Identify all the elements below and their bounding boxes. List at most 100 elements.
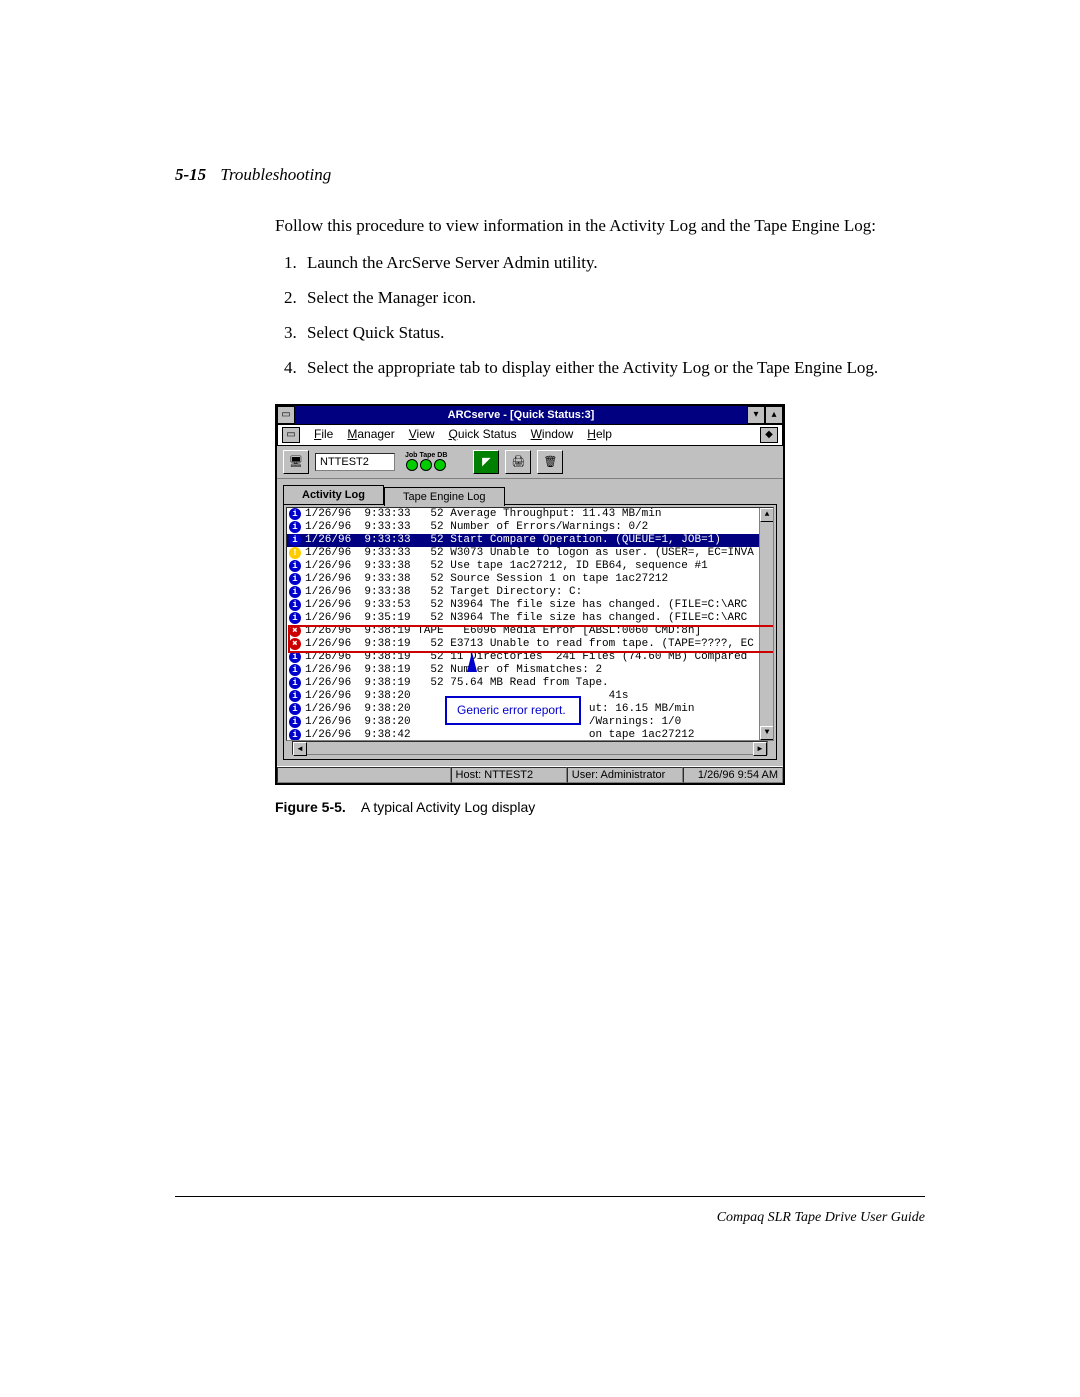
log-row[interactable]: ✖ 1/26/96 9:38:19 52 E3713 Unable to read… <box>287 638 773 651</box>
log-row[interactable]: i 1/26/96 9:33:38 52 Target Directory: C: <box>287 586 773 599</box>
figure-text: A typical Activity Log display <box>361 799 535 815</box>
footer-text: Compaq SLR Tape Drive User Guide <box>717 1210 925 1226</box>
log-row[interactable]: i 1/26/96 9:38:19 52 11 Directories 241 F… <box>287 651 773 664</box>
info-icon: i <box>289 612 301 624</box>
info-icon: i <box>289 560 301 572</box>
menu-window[interactable]: Window <box>531 427 574 443</box>
arcserve-window: ▭ ARCserve - [Quick Status:3] ▾ ▴ ▭ File… <box>275 404 785 785</box>
toolbar-server-icon[interactable]: 🖥 <box>283 450 309 474</box>
light-label-tape: Tape <box>419 452 435 459</box>
maximize-icon[interactable]: ▴ <box>765 406 783 424</box>
minimize-icon[interactable]: ▾ <box>747 406 765 424</box>
mdi-restore-icon[interactable]: ◆ <box>760 427 778 443</box>
menu-help[interactable]: Help <box>587 427 612 443</box>
menubar: ▭ File Manager View Quick Status Window … <box>277 424 783 446</box>
log-text: 1/26/96 9:38:19 TAPE E6096 Media Error [… <box>305 625 701 638</box>
log-text: 1/26/96 9:35:19 52 N3964 The file size h… <box>305 612 747 625</box>
err-icon: ✖ <box>289 625 301 637</box>
log-text: 1/26/96 9:33:53 52 N3964 The file size h… <box>305 599 747 612</box>
list-item: Launch the ArcServe Server Admin utility… <box>301 252 925 275</box>
log-text: 1/26/96 9:33:38 52 Target Directory: C: <box>305 586 582 599</box>
log-row[interactable]: i 1/26/96 9:33:33 52 Average Throughput: … <box>287 508 773 521</box>
steps-list: Launch the ArcServe Server Admin utility… <box>275 252 925 380</box>
log-row[interactable]: i1/26/96 9:33:33 52 Start Compare Operat… <box>287 534 773 547</box>
info-icon: i <box>289 586 301 598</box>
figure-caption: Figure 5-5. A typical Activity Log displ… <box>275 799 925 815</box>
log-text: 1/26/96 9:33:38 52 Source Session 1 on t… <box>305 573 668 586</box>
scroll-left-icon[interactable]: ◄ <box>293 742 307 756</box>
toolbar-delete-icon[interactable]: 🗑 <box>537 450 563 474</box>
info-icon: i <box>289 521 301 533</box>
toolbar-print-icon[interactable]: 🖨 <box>505 450 531 474</box>
tab-tape-engine-log[interactable]: Tape Engine Log <box>384 487 505 506</box>
mdi-system-icon[interactable]: ▭ <box>282 427 300 443</box>
log-text: 1/26/96 9:33:33 52 W3073 Unable to logon… <box>305 547 754 560</box>
info-icon: i <box>289 664 301 676</box>
log-text: 1/26/96 9:38:42 on tape 1ac27212 <box>305 729 694 741</box>
tab-activity-log[interactable]: Activity Log <box>283 485 384 504</box>
menu-file[interactable]: File <box>314 427 333 443</box>
horizontal-scrollbar[interactable]: ◄ ► <box>292 741 768 755</box>
info-icon: i <box>289 573 301 585</box>
log-text: 1/26/96 9:38:19 52 Number of Mismatches:… <box>305 664 602 677</box>
list-item: Select the Manager icon. <box>301 287 925 310</box>
log-text: 1/26/96 9:33:33 52 Average Throughput: 1… <box>305 508 661 521</box>
callout-arrow-icon <box>467 652 477 672</box>
info-icon: i <box>289 508 301 520</box>
activity-log-list[interactable]: ▲ ▼ i 1/26/96 9:33:33 52 Average Throughp… <box>286 507 774 741</box>
log-row[interactable]: i 1/26/96 9:35:19 52 N3964 The file size … <box>287 612 773 625</box>
section-number: 5-15 <box>175 165 206 184</box>
log-text: 1/26/96 9:33:33 52 Number of Errors/Warn… <box>305 521 648 534</box>
toolbar: 🖥 NTTEST2 Job Tape DB ◤ 🖨 <box>277 446 783 479</box>
log-row[interactable]: i 1/26/96 9:33:38 52 Use tape 1ac27212, I… <box>287 560 773 573</box>
vertical-scrollbar[interactable]: ▲ ▼ <box>759 508 773 740</box>
tape-led-icon <box>420 459 432 471</box>
footer-rule <box>175 1196 925 1197</box>
status-user: User: Administrator <box>567 767 683 783</box>
host-combo[interactable]: NTTEST2 <box>315 453 395 471</box>
scroll-down-icon[interactable]: ▼ <box>760 726 774 740</box>
log-row[interactable]: i 1/26/96 9:33:33 52 Number of Errors/War… <box>287 521 773 534</box>
menu-view[interactable]: View <box>409 427 435 443</box>
warn-icon: ! <box>289 547 301 559</box>
window-title: ARCserve - [Quick Status:3] <box>295 406 747 424</box>
log-row[interactable]: i 1/26/96 9:33:38 52 Source Session 1 on … <box>287 573 773 586</box>
toolbar-action1-icon[interactable]: ◤ <box>473 450 499 474</box>
info-icon: i <box>289 651 301 663</box>
log-text: 1/26/96 9:33:38 52 Use tape 1ac27212, ID… <box>305 560 708 573</box>
job-led-icon <box>406 459 418 471</box>
log-row[interactable]: ! 1/26/96 9:33:33 52 W3073 Unable to logo… <box>287 547 773 560</box>
menu-quick-status[interactable]: Quick Status <box>449 427 517 443</box>
scroll-up-icon[interactable]: ▲ <box>760 508 774 522</box>
info-icon: i <box>289 677 301 689</box>
figure-label: Figure 5-5. <box>275 799 346 815</box>
log-row[interactable]: ✖ 1/26/96 9:38:19 TAPE E6096 Media Error … <box>287 625 773 638</box>
titlebar: ▭ ARCserve - [Quick Status:3] ▾ ▴ <box>277 406 783 424</box>
log-row[interactable]: i 1/26/96 9:38:19 52 75.64 MB Read from T… <box>287 677 773 690</box>
status-host: Host: NTTEST2 <box>451 767 567 783</box>
log-text: 1/26/96 9:33:33 52 Start Compare Operati… <box>305 534 721 547</box>
status-blank <box>277 767 451 783</box>
info-icon: i <box>289 690 301 702</box>
intro-paragraph: Follow this procedure to view informatio… <box>275 215 925 238</box>
statusbar: Host: NTTEST2 User: Administrator 1/26/9… <box>277 766 783 783</box>
scroll-right-icon[interactable]: ► <box>753 742 767 756</box>
info-icon: i <box>289 599 301 611</box>
log-text: 1/26/96 9:38:19 52 75.64 MB Read from Ta… <box>305 677 609 690</box>
log-row[interactable]: i 1/26/96 9:38:19 52 Number of Mismatches… <box>287 664 773 677</box>
err-icon: ✖ <box>289 638 301 650</box>
db-led-icon <box>434 459 446 471</box>
info-icon: i <box>289 703 301 715</box>
status-lights: Job Tape DB <box>405 452 447 471</box>
log-text: 1/26/96 9:38:19 52 E3713 Unable to read … <box>305 638 754 651</box>
light-label-db: DB <box>437 452 447 459</box>
list-item: Select the appropriate tab to display ei… <box>301 357 925 380</box>
log-row[interactable]: i 1/26/96 9:33:53 52 N3964 The file size … <box>287 599 773 612</box>
system-menu-icon[interactable]: ▭ <box>277 406 295 424</box>
log-text: 1/26/96 9:38:19 52 11 Directories 241 Fi… <box>305 651 747 664</box>
status-time: 1/26/96 9:54 AM <box>683 767 783 783</box>
log-row[interactable]: i1/26/96 9:38:42 on tape 1ac27212 <box>287 729 773 741</box>
menu-manager[interactable]: Manager <box>347 427 394 443</box>
list-item: Select Quick Status. <box>301 322 925 345</box>
light-label-job: Job <box>405 452 417 459</box>
